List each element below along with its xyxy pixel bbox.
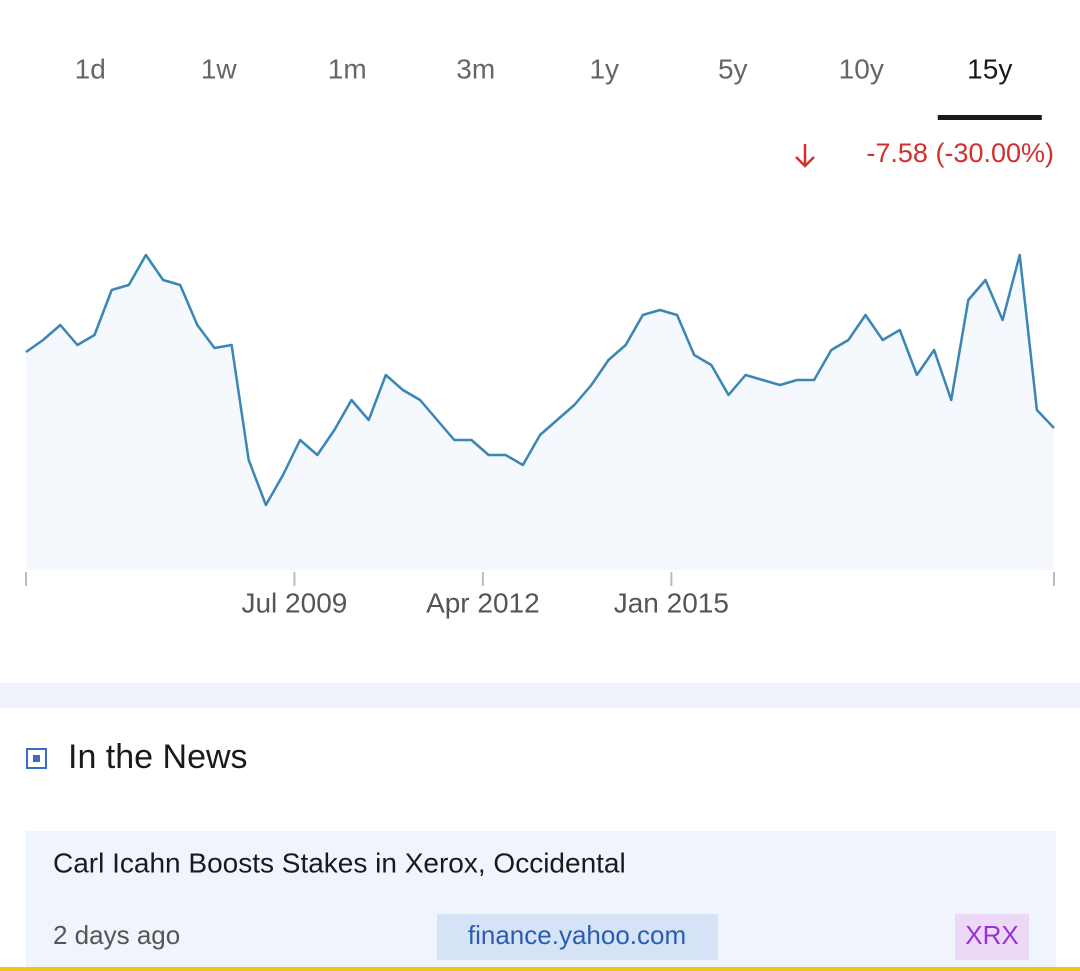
- source-badge[interactable]: [437, 914, 718, 960]
- price-change: -7.58 (-30.00%): [866, 138, 1054, 168]
- news-heading: In the News: [68, 738, 248, 776]
- area-fill: [26, 255, 1054, 570]
- news-time: 2 days ago: [53, 920, 180, 950]
- news-icon-dot: [33, 755, 40, 762]
- period-tab[interactable]: 1y: [589, 53, 619, 84]
- period-tab[interactable]: 1w: [201, 53, 238, 84]
- active-tab-underline: [937, 115, 1042, 120]
- period-tab[interactable]: 5y: [718, 53, 748, 84]
- x-tick-label: Jul 2009: [241, 587, 347, 618]
- period-tab[interactable]: 1m: [328, 53, 367, 84]
- news-source[interactable]: finance.yahoo.com: [468, 920, 686, 950]
- news-icon: [26, 748, 47, 769]
- news-title[interactable]: Carl Icahn Boosts Stakes in Xerox, Occid…: [53, 847, 626, 878]
- down-arrow: [795, 144, 815, 168]
- price-line: [25, 253, 1055, 507]
- x-tick-label: Jan 2015: [614, 587, 729, 618]
- ticker-badge[interactable]: [955, 914, 1029, 960]
- x-tick-label: Apr 2012: [426, 587, 540, 618]
- news-ticker[interactable]: XRX: [965, 920, 1018, 950]
- section-divider: [0, 683, 1080, 708]
- bottom-bar: [0, 967, 1080, 971]
- period-tab[interactable]: 1d: [75, 53, 106, 84]
- period-tab[interactable]: 10y: [839, 53, 884, 84]
- period-tab[interactable]: 3m: [456, 53, 495, 84]
- period-tab[interactable]: 15y: [967, 53, 1012, 84]
